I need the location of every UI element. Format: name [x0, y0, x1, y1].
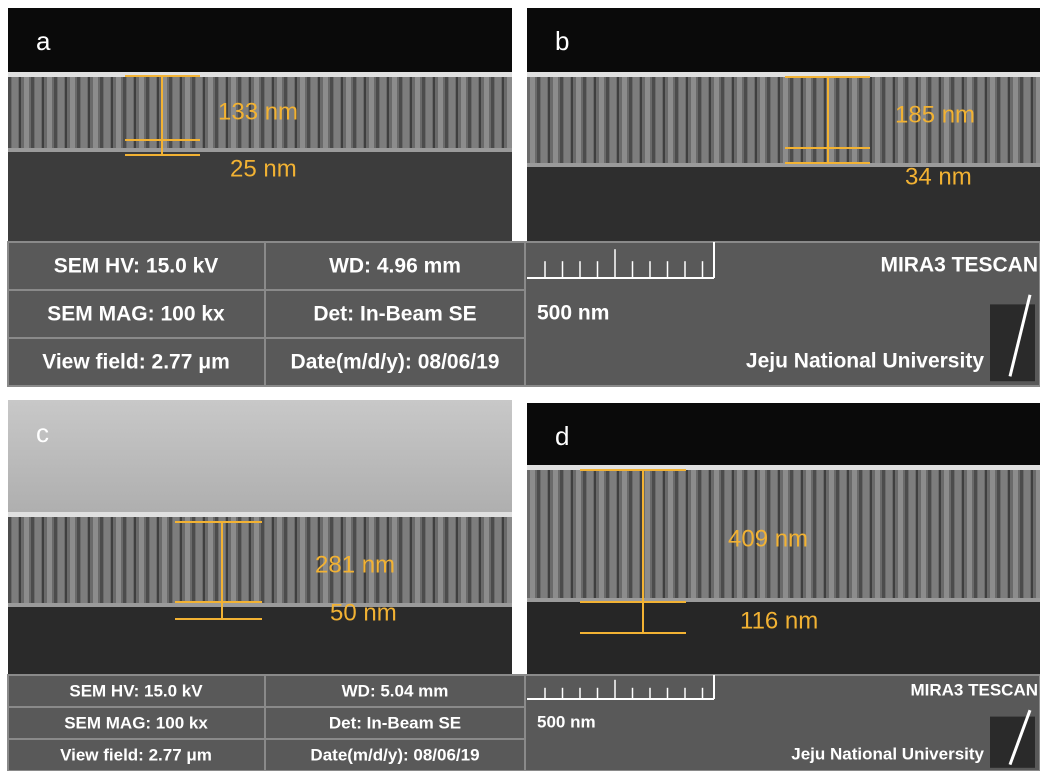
thickness-label: 281 nm — [315, 551, 395, 578]
interface — [8, 603, 512, 607]
interlayer-label: 25 nm — [230, 155, 297, 182]
interlayer-label: 116 nm — [740, 607, 818, 634]
info-text: Det: In-Beam SE — [329, 713, 461, 732]
scale-label: 500 nm — [537, 712, 596, 731]
info-text: Date(m/d/y): 08/06/19 — [291, 351, 500, 374]
panel-label: d — [555, 421, 569, 451]
film — [8, 515, 512, 605]
info-text: Det: In-Beam SE — [313, 303, 476, 326]
info-text: SEM MAG: 100 kx — [64, 713, 208, 732]
panel-label: c — [36, 418, 49, 448]
substrate — [8, 605, 512, 675]
interlayer-label: 34 nm — [905, 163, 972, 190]
info-text: SEM HV: 15.0 kV — [54, 255, 219, 278]
thickness-label: 133 nm — [218, 98, 298, 125]
info-text: SEM MAG: 100 kx — [47, 303, 225, 326]
thickness-label: 409 nm — [728, 525, 808, 552]
film-surface — [8, 72, 512, 77]
info-text: View field: 2.77 μm — [60, 745, 212, 764]
panels: a 133 nm 25 nm b 185 nm 34 nm c 281 nm 50 nm d 409… — [8, 8, 1040, 771]
info-text: Date(m/d/y): 08/06/19 — [310, 745, 479, 764]
brand: MIRA3 TESCAN — [880, 254, 1038, 277]
panel-label: b — [555, 26, 569, 56]
figure: a 133 nm 25 nm b 185 nm 34 nm c 281 nm 50 nm d 409… — [0, 0, 1040, 771]
thickness-label: 185 nm — [895, 101, 975, 128]
panel-label: a — [36, 26, 51, 56]
institution: Jeju National University — [746, 350, 984, 373]
info-text: View field: 2.77 μm — [42, 351, 230, 374]
interface — [8, 148, 512, 152]
scale-label: 500 nm — [537, 302, 609, 325]
film-surface — [8, 512, 512, 517]
institution: Jeju National University — [791, 744, 984, 763]
interlayer-label: 50 nm — [330, 599, 397, 626]
brand: MIRA3 TESCAN — [910, 680, 1038, 699]
film-surface — [527, 72, 1040, 77]
info-text: WD: 4.96 mm — [329, 255, 461, 278]
info-text: SEM HV: 15.0 kV — [69, 681, 203, 700]
info-text: WD: 5.04 mm — [342, 681, 449, 700]
